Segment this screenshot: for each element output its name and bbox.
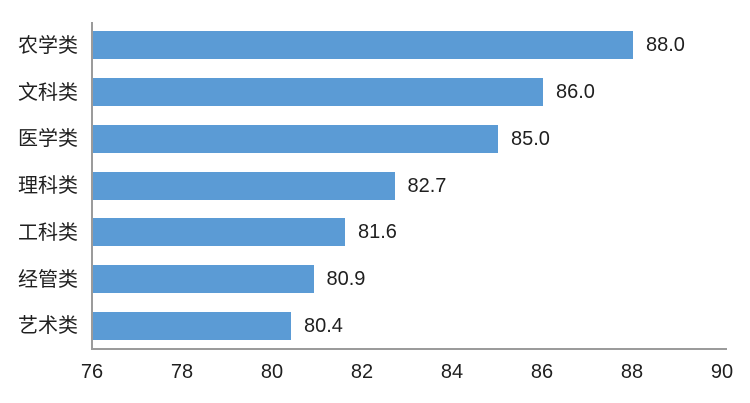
category-label: 艺术类 xyxy=(18,313,78,338)
bar xyxy=(93,264,314,293)
bar-value-label: 80.9 xyxy=(326,267,366,290)
category-axis-labels: 农学类文科类医学类理科类工科类经管类艺术类 xyxy=(0,22,84,349)
x-tick-label: 80 xyxy=(260,361,284,383)
x-tick-label: 88 xyxy=(620,361,644,383)
bar-value-label: 82.7 xyxy=(407,174,447,197)
y-axis-line xyxy=(91,22,93,350)
category-label: 经管类 xyxy=(18,266,78,291)
category-label: 文科类 xyxy=(18,79,78,104)
category-label: 理科类 xyxy=(18,173,78,198)
x-tick-label: 84 xyxy=(440,361,464,383)
category-label: 农学类 xyxy=(18,33,78,57)
category-label: 医学类 xyxy=(18,126,78,151)
bar-value-label: 81.6 xyxy=(358,221,397,244)
bar-value-label: 88.0 xyxy=(646,34,685,57)
x-tick-label: 90 xyxy=(710,361,734,383)
x-tick-label: 82 xyxy=(350,361,374,383)
bar xyxy=(93,78,543,107)
bar-value-label: 86.0 xyxy=(556,81,595,104)
category-label: 工科类 xyxy=(18,219,78,244)
x-tick-label: 78 xyxy=(170,361,194,383)
bar xyxy=(93,218,345,247)
x-axis-line xyxy=(91,348,727,350)
bar xyxy=(93,31,633,60)
bar xyxy=(93,311,291,340)
bar-value-label: 85.0 xyxy=(511,127,550,150)
bar xyxy=(93,124,498,153)
bar xyxy=(93,171,395,200)
x-axis-tick-labels: 76 78 80 82 84 86 88 90 xyxy=(0,360,750,384)
x-tick-label: 86 xyxy=(530,361,554,383)
x-tick-label: 76 xyxy=(80,361,104,383)
bar-value-label: 80.4 xyxy=(304,314,343,337)
plot-area: 88.0 86.0 85.0 82.7 81.6 80.9 80.4 xyxy=(93,22,723,349)
